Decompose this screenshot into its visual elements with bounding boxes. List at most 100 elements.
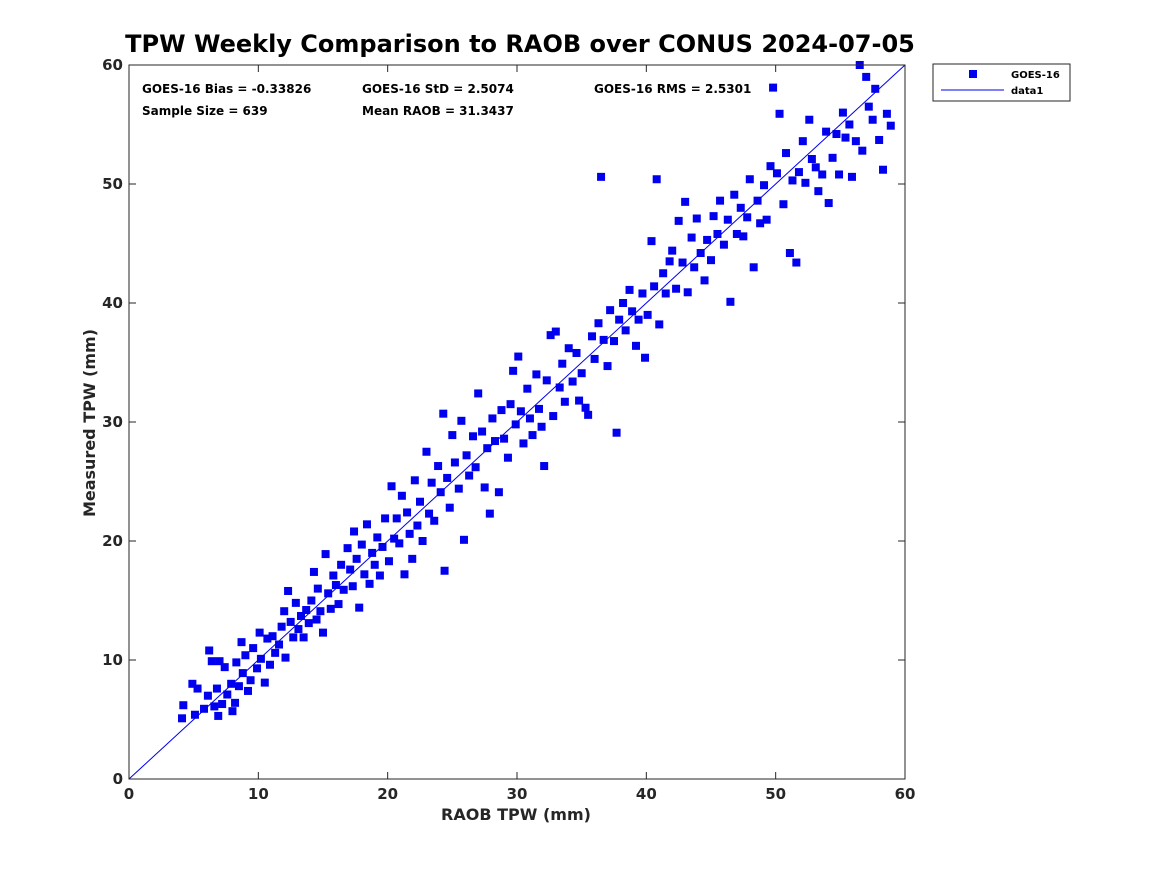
data-point: [278, 623, 286, 631]
data-point: [615, 316, 623, 324]
data-point: [249, 644, 257, 652]
data-point: [238, 638, 246, 646]
data-point: [244, 687, 252, 695]
data-point: [349, 582, 357, 590]
data-point: [558, 360, 566, 368]
data-point: [488, 414, 496, 422]
data-point: [879, 166, 887, 174]
data-point: [314, 585, 322, 593]
data-point: [280, 607, 288, 615]
data-point: [239, 669, 247, 677]
data-point: [672, 285, 680, 293]
data-point: [335, 600, 343, 608]
data-point: [419, 537, 427, 545]
data-point: [416, 498, 424, 506]
data-point: [808, 155, 816, 163]
data-point: [497, 406, 505, 414]
data-point: [408, 555, 416, 563]
y-tick-label: 50: [102, 175, 123, 193]
data-point: [281, 654, 289, 662]
data-point: [241, 651, 249, 659]
data-point: [269, 632, 277, 640]
data-point: [393, 514, 401, 522]
data-point: [460, 536, 468, 544]
data-point: [776, 110, 784, 118]
data-point: [795, 168, 803, 176]
data-point: [701, 276, 709, 284]
data-point: [366, 580, 374, 588]
data-point: [413, 522, 421, 530]
data-point: [526, 414, 534, 422]
stat-std: GOES-16 StD = 2.5074: [362, 82, 514, 96]
data-point: [446, 504, 454, 512]
data-point: [818, 170, 826, 178]
data-point: [835, 170, 843, 178]
data-point: [289, 633, 297, 641]
data-point: [871, 85, 879, 93]
data-point: [848, 173, 856, 181]
data-point: [845, 121, 853, 129]
data-point: [486, 510, 494, 518]
data-point: [465, 472, 473, 480]
data-point: [829, 154, 837, 162]
data-point: [228, 707, 236, 715]
data-point: [257, 655, 265, 663]
data-point: [337, 561, 345, 569]
data-point: [746, 175, 754, 183]
x-tick-label: 30: [507, 785, 528, 803]
data-point: [316, 607, 324, 615]
y-tick-label: 60: [102, 56, 123, 74]
legend-label-goes16: GOES-16: [1011, 70, 1060, 81]
data-point: [782, 149, 790, 157]
data-point: [720, 241, 728, 249]
data-point: [381, 514, 389, 522]
data-point: [763, 216, 771, 224]
data-point: [344, 544, 352, 552]
data-point: [310, 568, 318, 576]
data-point: [690, 263, 698, 271]
data-point: [448, 431, 456, 439]
data-point: [434, 462, 442, 470]
data-point: [205, 646, 213, 654]
data-point: [332, 581, 340, 589]
data-point: [371, 561, 379, 569]
y-tick-label: 10: [102, 651, 123, 669]
data-point: [812, 163, 820, 171]
data-point: [814, 187, 822, 195]
data-point: [478, 428, 486, 436]
data-point: [679, 259, 687, 267]
data-point: [540, 462, 548, 470]
data-point: [591, 355, 599, 363]
data-point: [769, 84, 777, 92]
data-point: [300, 633, 308, 641]
data-point: [693, 215, 701, 223]
data-point: [214, 712, 222, 720]
x-tick-label: 40: [636, 785, 657, 803]
x-axis-label: RAOB TPW (mm): [441, 805, 591, 824]
data-point: [805, 116, 813, 124]
data-point: [400, 570, 408, 578]
data-point: [218, 700, 226, 708]
data-point: [319, 629, 327, 637]
data-point: [292, 599, 300, 607]
data-point: [572, 349, 580, 357]
data-point: [457, 417, 465, 425]
x-tick-label: 10: [248, 785, 269, 803]
data-point: [852, 137, 860, 145]
data-point: [724, 216, 732, 224]
data-point: [327, 605, 335, 613]
legend-marker-square: [969, 70, 977, 78]
data-point: [588, 332, 596, 340]
data-point: [256, 629, 264, 637]
x-tick-label: 0: [124, 785, 134, 803]
data-point: [430, 517, 438, 525]
data-point: [204, 692, 212, 700]
data-point: [766, 162, 774, 170]
data-point: [538, 423, 546, 431]
data-point: [208, 657, 216, 665]
data-point: [632, 342, 640, 350]
y-tick-label: 40: [102, 294, 123, 312]
data-point: [737, 204, 745, 212]
data-point: [307, 597, 315, 605]
data-point: [703, 236, 711, 244]
